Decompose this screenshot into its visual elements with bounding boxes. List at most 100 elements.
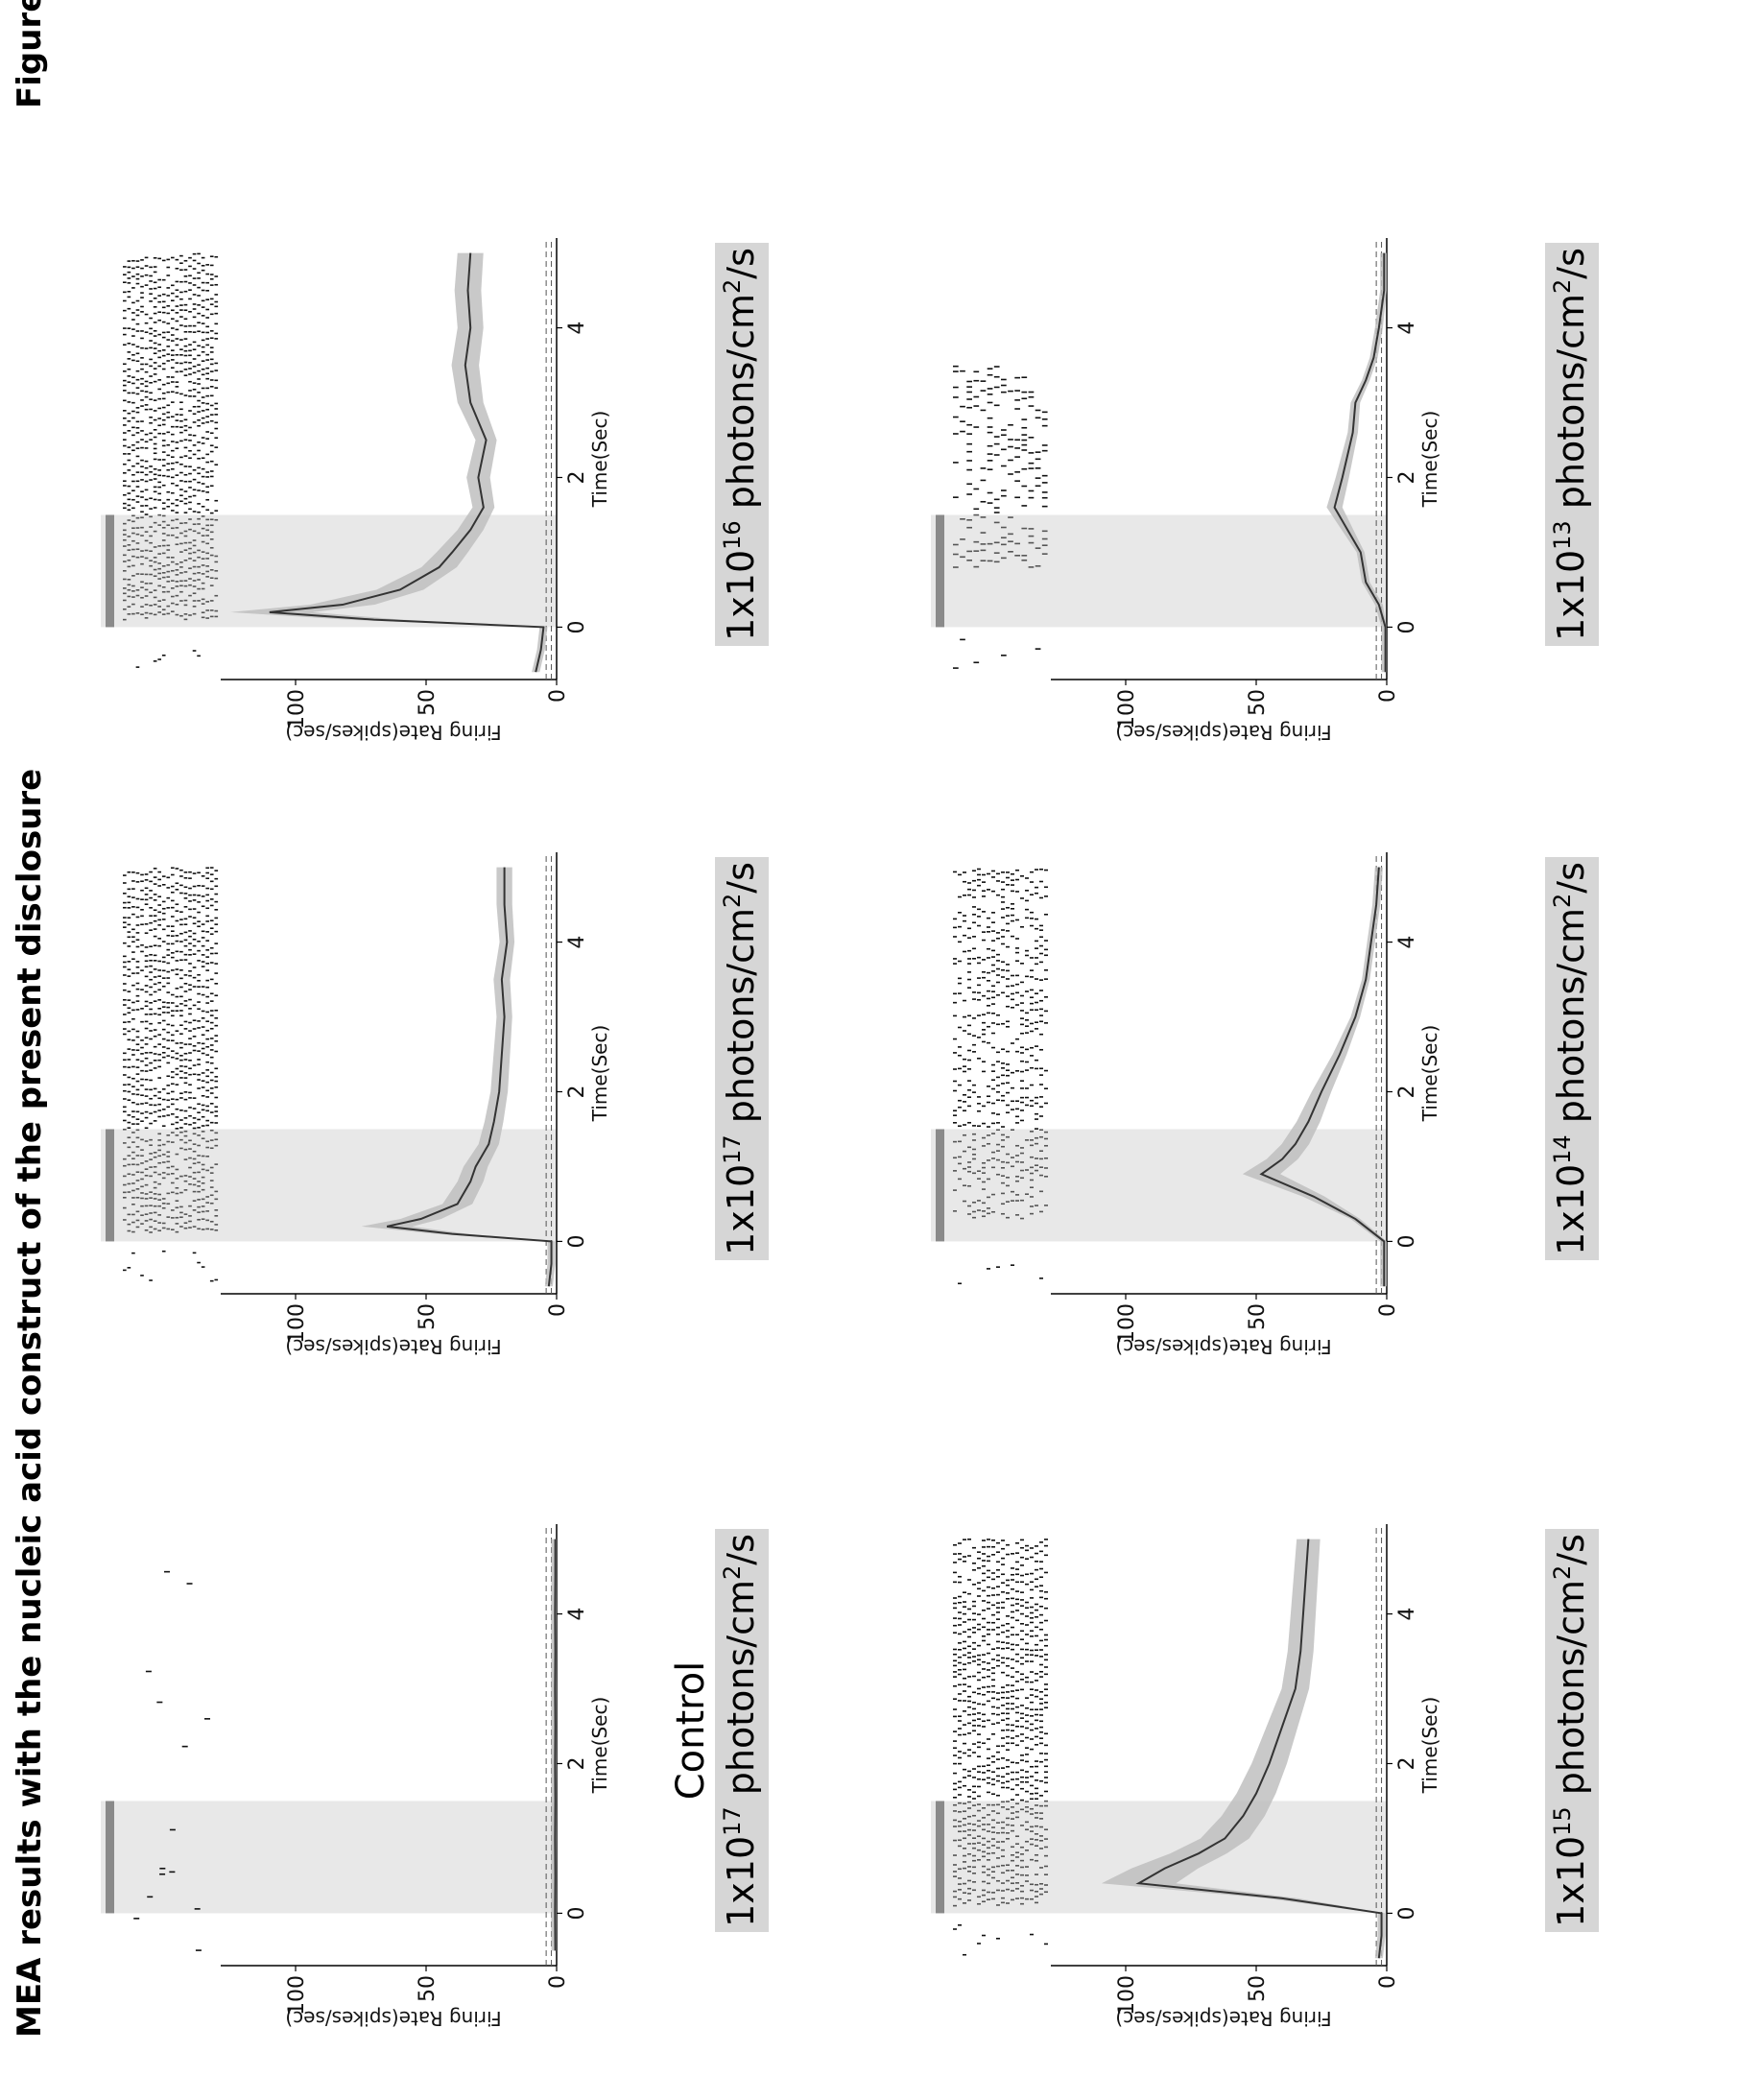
condition-label: 1x1017 photons/cm2/s bbox=[719, 862, 762, 1255]
y-tick-label: 50 bbox=[416, 689, 440, 716]
x-axis-title: Time(Sec) bbox=[588, 411, 611, 509]
stimulus-bar bbox=[106, 1129, 114, 1241]
condition-label-part: photons/cm bbox=[1550, 1580, 1592, 1806]
x-tick-label: 0 bbox=[565, 620, 589, 633]
y-tick-label: 50 bbox=[1246, 1303, 1270, 1330]
x-tick-label: 0 bbox=[565, 1906, 589, 1920]
stimulus-bar bbox=[106, 514, 114, 627]
condition-label-part: 1x10 bbox=[1550, 1164, 1592, 1255]
condition-label-part: 2 bbox=[719, 1565, 746, 1580]
y-axis-title: Firing Rate(spikes/sec) bbox=[1115, 1335, 1331, 1358]
x-tick-label: 2 bbox=[565, 1756, 589, 1770]
condition-label-part: photons/cm bbox=[1550, 294, 1592, 520]
condition-label-part: 2 bbox=[1549, 1565, 1576, 1580]
page-title: MEA results with the nucleic acid constr… bbox=[11, 769, 49, 2038]
condition-label: 1x1016 photons/cm2/s bbox=[719, 248, 762, 641]
figure-label: Figure 3 bbox=[11, 0, 49, 108]
x-tick-label: 2 bbox=[1395, 1756, 1419, 1770]
condition-label-part: /s bbox=[720, 248, 762, 279]
y-tick-label: 50 bbox=[1246, 689, 1270, 716]
condition-label: 1x1017 photons/cm2/s bbox=[719, 1534, 762, 1927]
y-tick-label: 0 bbox=[1376, 1303, 1400, 1317]
x-tick-label: 0 bbox=[1395, 620, 1419, 633]
y-tick-label: 0 bbox=[1376, 689, 1400, 703]
x-tick-label: 4 bbox=[1395, 1608, 1419, 1621]
x-tick-label: 4 bbox=[1395, 936, 1419, 949]
condition-label-part: 1x10 bbox=[720, 550, 762, 641]
y-tick-label: 0 bbox=[1376, 1975, 1400, 1989]
condition-label-part: 17 bbox=[719, 1806, 746, 1836]
condition-label-part: /s bbox=[720, 1534, 762, 1565]
x-axis-title: Time(Sec) bbox=[588, 1697, 611, 1795]
condition-label-part: 16 bbox=[719, 520, 746, 550]
condition-label: 1x1013 photons/cm2/s bbox=[1549, 248, 1592, 641]
stimulus-bar bbox=[936, 1801, 944, 1913]
condition-label: 1x1015 photons/cm2/s bbox=[1549, 1534, 1592, 1927]
condition-label-part: 15 bbox=[1549, 1806, 1576, 1836]
condition-label-part: /s bbox=[720, 862, 762, 894]
y-tick-label: 0 bbox=[546, 1975, 570, 1989]
condition-label-part: photons/cm bbox=[720, 294, 762, 520]
x-tick-label: 4 bbox=[565, 1608, 589, 1621]
condition-label-part: photons/cm bbox=[1550, 908, 1592, 1134]
y-tick-label: 50 bbox=[416, 1975, 440, 2002]
condition-label-part: 1x10 bbox=[720, 1164, 762, 1255]
stimulus-bar bbox=[106, 1801, 114, 1913]
condition-label-part: 1x10 bbox=[1550, 1836, 1592, 1927]
condition-sublabel: Control bbox=[669, 1661, 713, 1801]
condition-label-part: 1x10 bbox=[1550, 550, 1592, 641]
y-tick-label: 50 bbox=[1246, 1975, 1270, 2002]
condition-label-part: 1x10 bbox=[720, 1836, 762, 1927]
x-tick-label: 0 bbox=[1395, 1906, 1419, 1920]
y-tick-label: 0 bbox=[546, 1303, 570, 1317]
x-tick-label: 2 bbox=[1395, 470, 1419, 484]
condition-label-part: photons/cm bbox=[720, 908, 762, 1134]
x-tick-label: 4 bbox=[1395, 322, 1419, 335]
stimulus-shading bbox=[931, 514, 1387, 627]
condition-label-part: 17 bbox=[719, 1134, 746, 1164]
x-tick-label: 2 bbox=[1395, 1085, 1419, 1098]
condition-label-part: /s bbox=[1550, 1534, 1592, 1565]
y-axis-title: Firing Rate(spikes/sec) bbox=[285, 2007, 501, 2030]
condition-label-part: 2 bbox=[719, 279, 746, 294]
x-axis-title: Time(Sec) bbox=[588, 1025, 611, 1123]
x-tick-label: 4 bbox=[565, 936, 589, 949]
y-axis-title: Firing Rate(spikes/sec) bbox=[1115, 721, 1331, 744]
x-tick-label: 4 bbox=[565, 322, 589, 335]
condition-label-part: /s bbox=[1550, 862, 1592, 894]
y-axis-title: Firing Rate(spikes/sec) bbox=[1115, 2007, 1331, 2030]
condition-label-part: 2 bbox=[1549, 279, 1576, 294]
stimulus-shading bbox=[931, 1129, 1387, 1241]
y-axis-title: Firing Rate(spikes/sec) bbox=[285, 721, 501, 744]
x-axis-title: Time(Sec) bbox=[1418, 1025, 1441, 1123]
condition-label: 1x1014 photons/cm2/s bbox=[1549, 862, 1592, 1255]
condition-label-part: photons/cm bbox=[720, 1580, 762, 1806]
x-tick-label: 2 bbox=[565, 1085, 589, 1098]
y-axis-title: Firing Rate(spikes/sec) bbox=[285, 1335, 501, 1358]
stimulus-shading bbox=[101, 1801, 557, 1913]
x-axis-title: Time(Sec) bbox=[1418, 411, 1441, 509]
x-tick-label: 0 bbox=[565, 1234, 589, 1248]
condition-label-part: /s bbox=[1550, 248, 1592, 279]
stimulus-shading bbox=[931, 1801, 1387, 1913]
stimulus-bar bbox=[936, 1129, 944, 1241]
stimulus-bar bbox=[936, 514, 944, 627]
x-axis-title: Time(Sec) bbox=[1418, 1697, 1441, 1795]
condition-label-part: 2 bbox=[719, 894, 746, 908]
y-tick-label: 50 bbox=[416, 1303, 440, 1330]
condition-label-part: 14 bbox=[1549, 1134, 1576, 1164]
condition-label-part: 13 bbox=[1549, 520, 1576, 550]
y-tick-label: 0 bbox=[546, 689, 570, 703]
condition-label-part: 2 bbox=[1549, 894, 1576, 908]
x-tick-label: 0 bbox=[1395, 1234, 1419, 1248]
x-tick-label: 2 bbox=[565, 470, 589, 484]
